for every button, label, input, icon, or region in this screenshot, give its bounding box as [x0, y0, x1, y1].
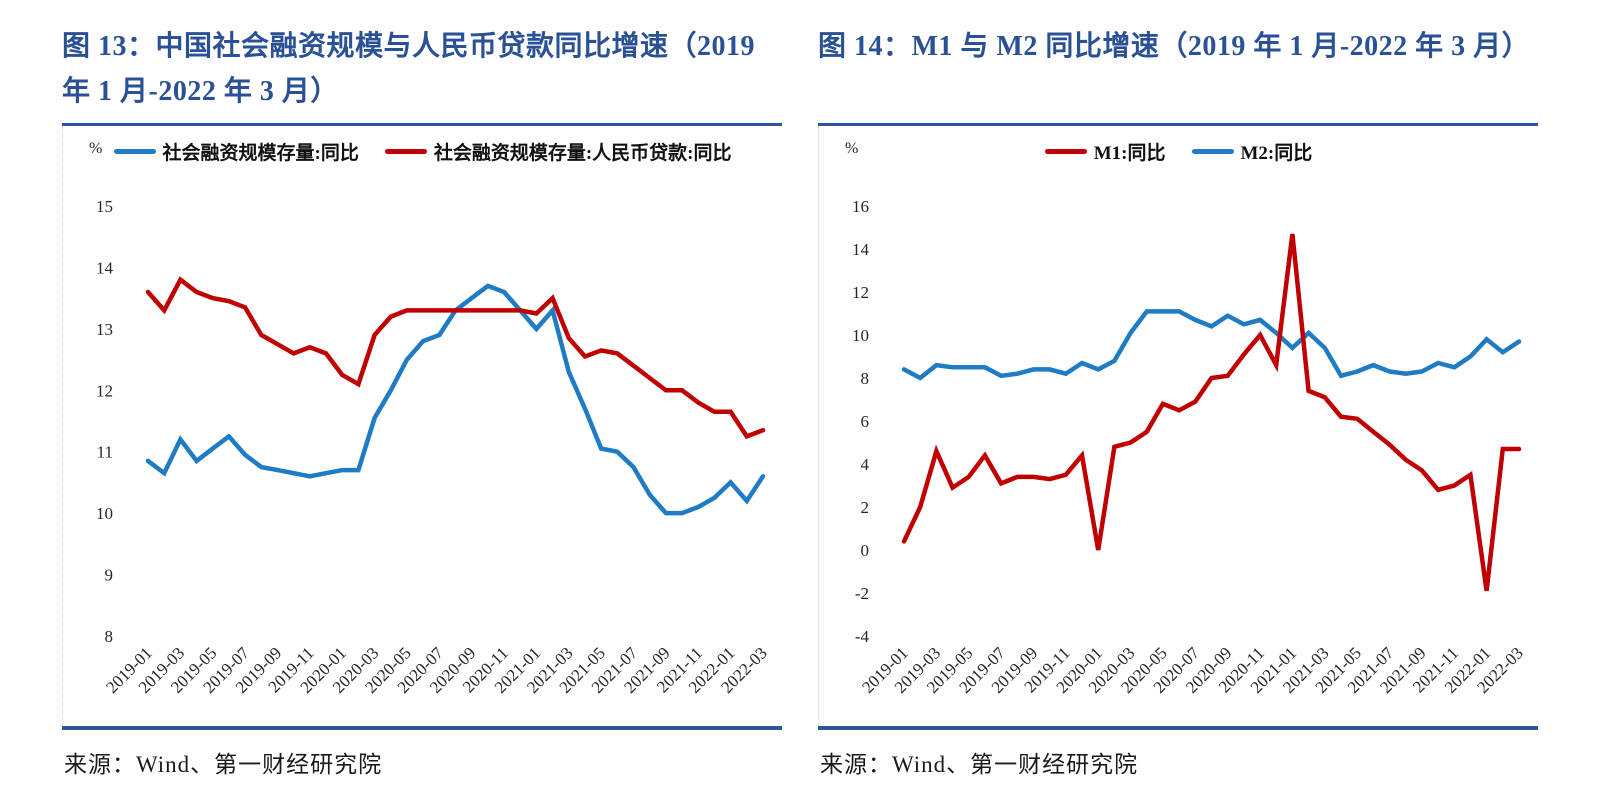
figures-row: 图 13：中国社会融资规模与人民币贷款同比增速（2019 年 1 月-2022 … [62, 24, 1606, 779]
y-tick-label: 12 [852, 283, 869, 302]
figure-14-legend-row: % M1:同比 M2:同比 [819, 136, 1538, 166]
red-line-swatch-icon [384, 149, 427, 154]
legend-item-m2: M2:同比 [1191, 138, 1313, 165]
legend-label: M2:同比 [1240, 143, 1313, 164]
legend-label: M1:同比 [1093, 143, 1166, 164]
blue-line-swatch-icon [1191, 149, 1234, 154]
y-tick-label: 10 [852, 326, 869, 345]
y-tick-label: 9 [105, 566, 114, 585]
y-tick-label: 14 [96, 258, 114, 277]
source-note: 来源：Wind、第一财经研究院 [64, 752, 383, 777]
y-tick-label: 0 [861, 541, 870, 560]
legend-item-sf-rmb-loans: 社会融资规模存量:人民币贷款:同比 [384, 138, 732, 165]
figure-13-legend: 社会融资规模存量:同比 社会融资规模存量:人民币贷款:同比 [63, 136, 782, 165]
y-tick-label: 8 [861, 369, 870, 388]
y-tick-label: -2 [855, 584, 869, 603]
source-note: 来源：Wind、第一财经研究院 [820, 752, 1139, 777]
figure-14-panel: 图 14：M1 与 M2 同比增速（2019 年 1 月-2022 年 3 月）… [818, 24, 1538, 779]
legend-label: 社会融资规模存量:人民币贷款:同比 [433, 143, 732, 164]
red-line-swatch-icon [1044, 149, 1087, 154]
line-series-1 [901, 309, 1522, 381]
blue-line-swatch-icon [113, 149, 156, 154]
title-divider [818, 123, 1538, 126]
y-tick-label: 16 [852, 197, 869, 216]
y-tick-label: 4 [861, 455, 870, 474]
figure-13-legend-row: % 社会融资规模存量:同比 社会融资规模存量:人民币贷款:同比 [63, 136, 782, 166]
line-series-0 [145, 283, 766, 516]
legend-item-m1: M1:同比 [1044, 138, 1166, 165]
title-divider [62, 123, 782, 126]
y-tick-label: 6 [861, 412, 870, 431]
figure-14-plot: 1614121086420-2-42019-012019-032019-0520… [852, 197, 1527, 697]
y-tick-label: 13 [96, 320, 113, 339]
y-tick-label: 14 [852, 240, 870, 259]
source-divider [62, 726, 782, 730]
source-divider [818, 726, 1538, 730]
figure-14-chart: % M1:同比 M2:同比 16 14 12 10 8 6 4 2 0 -2 -4 2019-01 20… [818, 126, 1538, 726]
figure-13-chart: % 社会融资规模存量:同比 社会融资规模存量:人民币贷款:同比 15 14 13 12… [62, 126, 782, 726]
y-tick-label: 15 [96, 197, 113, 216]
line-series-1 [145, 276, 766, 440]
figure-14-legend: M1:同比 M2:同比 [819, 136, 1538, 165]
y-tick-label: 2 [861, 498, 870, 517]
y-tick-label: 10 [96, 504, 113, 523]
legend-item-sf-total: 社会融资规模存量:同比 [113, 138, 359, 165]
y-tick-label: 8 [105, 627, 114, 646]
y-axis-unit-label: % [89, 140, 103, 157]
y-tick-label: -4 [855, 627, 870, 646]
figure-14-title: 图 14：M1 与 M2 同比增速（2019 年 1 月-2022 年 3 月） [818, 31, 1531, 62]
y-tick-label: 12 [96, 381, 113, 400]
legend-label: 社会融资规模存量:同比 [162, 143, 359, 164]
figure-13-title: 图 13：中国社会融资规模与人民币贷款同比增速（2019 年 1 月-2022 … [62, 31, 756, 107]
figure-13-plot: 151413121110982019-012019-032019-052019-… [96, 197, 771, 697]
y-tick-label: 11 [97, 443, 113, 462]
figure-13-panel: 图 13：中国社会融资规模与人民币贷款同比增速（2019 年 1 月-2022 … [62, 24, 782, 779]
line-series-0 [901, 233, 1522, 592]
y-axis-unit-label: % [845, 140, 859, 157]
